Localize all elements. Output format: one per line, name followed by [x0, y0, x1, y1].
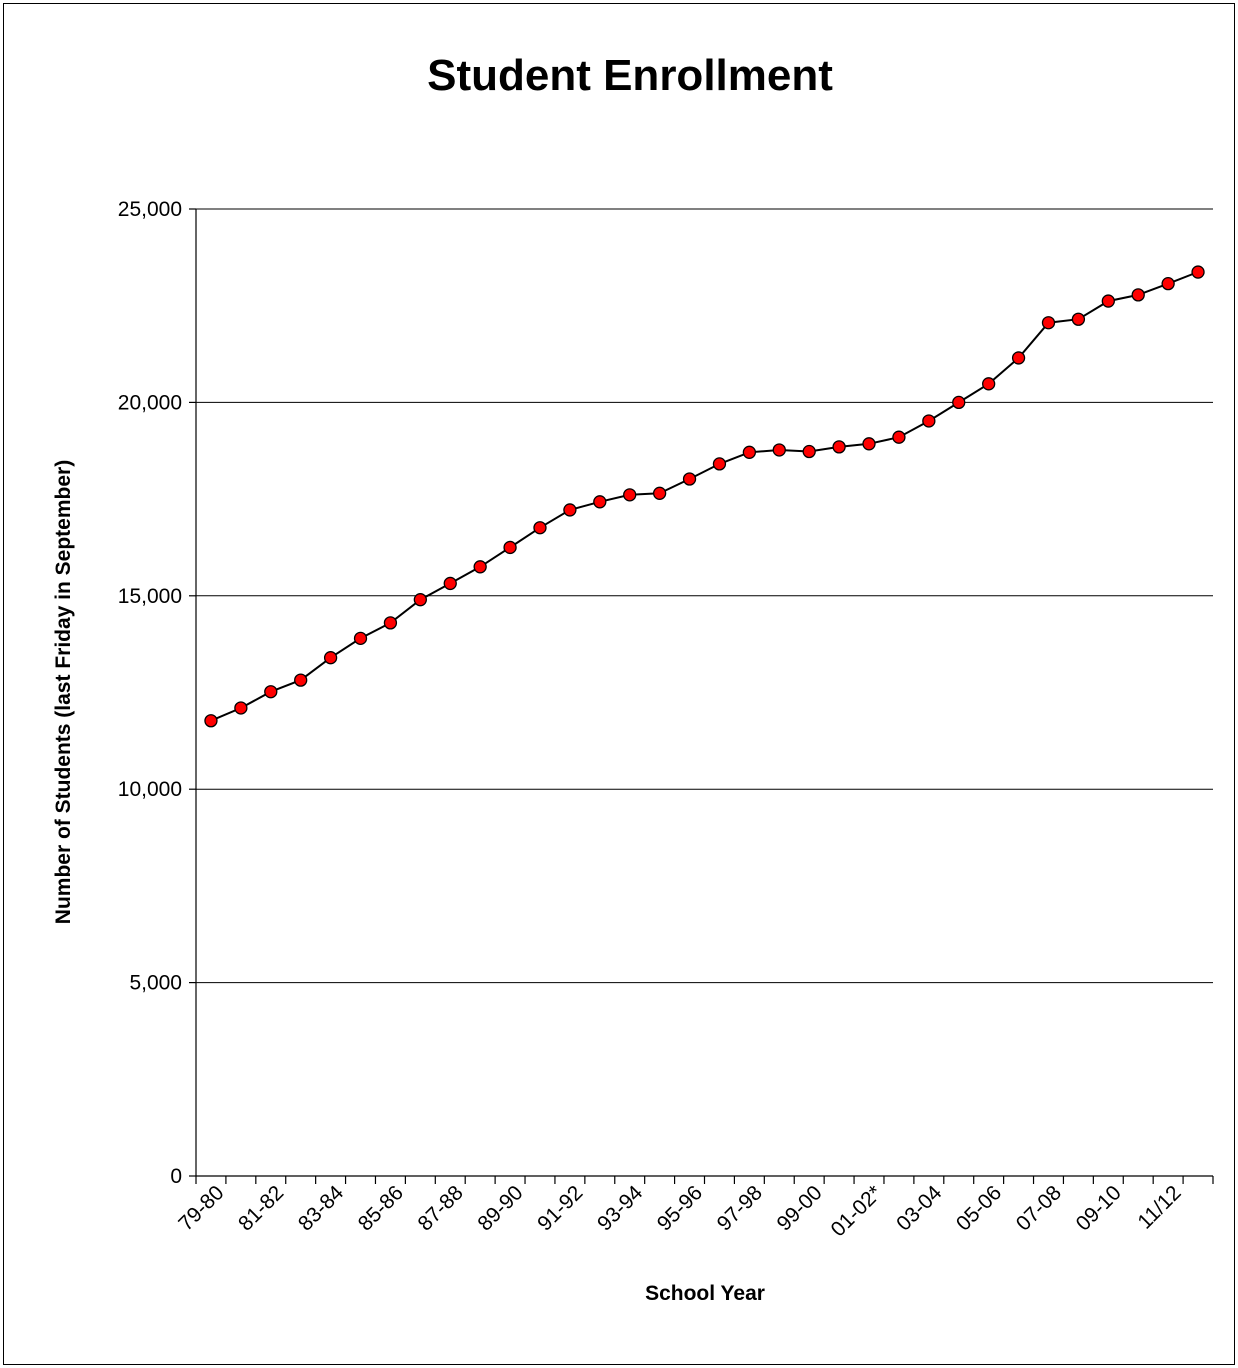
y-tick-label: 5,000 — [129, 972, 182, 995]
y-tick-label: 20,000 — [118, 391, 182, 414]
x-tick-label: 89-90 — [473, 1181, 527, 1235]
data-point — [234, 701, 248, 715]
x-tick-label: 01-02* — [827, 1181, 887, 1241]
data-point — [712, 457, 727, 471]
data-point — [503, 540, 517, 555]
data-point — [323, 651, 338, 665]
data-point — [802, 444, 816, 459]
y-tick-label: 0 — [170, 1165, 182, 1188]
data-point — [952, 395, 966, 410]
data-point — [204, 714, 218, 728]
x-tick-label: 97-98 — [713, 1181, 767, 1235]
data-point — [533, 521, 547, 535]
series-line — [210, 271, 1199, 722]
data-point — [772, 443, 786, 457]
data-point — [443, 576, 457, 591]
chart-frame — [3, 3, 1235, 1365]
data-point — [1071, 312, 1086, 326]
data-point — [593, 495, 607, 509]
y-tick-label: 15,000 — [118, 585, 182, 608]
y-tick-labels: 0 5,000 10,000 15,000 20,000 25,000 — [118, 198, 182, 1188]
x-tick-label: 07-08 — [1012, 1181, 1066, 1235]
x-axis-title: School Year — [645, 1282, 765, 1305]
data-point — [832, 440, 846, 454]
data-point — [742, 445, 757, 459]
x-tick-label: 81-82 — [234, 1181, 288, 1235]
x-tick-label: 93-94 — [593, 1181, 647, 1235]
data-point — [922, 414, 936, 428]
x-tick-label: 87-88 — [414, 1181, 468, 1235]
x-tick-label: 95-96 — [653, 1181, 707, 1235]
data-point — [1191, 265, 1205, 279]
gridlines — [196, 208, 1213, 984]
x-tick-label: 91-92 — [533, 1181, 587, 1235]
x-tick-label: 09-10 — [1072, 1181, 1126, 1235]
data-point — [473, 560, 487, 574]
data-point — [294, 673, 308, 687]
data-point — [682, 472, 697, 486]
x-tick-label: 05-06 — [952, 1181, 1006, 1235]
x-tick-label: 83-84 — [294, 1181, 348, 1235]
x-tick-label: 11/12 — [1133, 1181, 1185, 1233]
data-point — [563, 503, 577, 517]
chart-title: Student Enrollment — [427, 51, 833, 100]
x-tick-label: 85-86 — [354, 1181, 408, 1235]
x-tick-label: 79-80 — [174, 1181, 228, 1235]
x-tick-label: 99-00 — [772, 1181, 826, 1235]
y-axis-title: Number of Students (last Friday in Septe… — [52, 460, 75, 924]
data-point — [353, 631, 368, 645]
y-tick-label: 10,000 — [118, 778, 182, 801]
x-tick-labels: 79-80 81-82 83-84 85-86 87-88 89-90 91-92 93-94… — [174, 1181, 1185, 1241]
data-point — [652, 486, 667, 500]
data-point — [1161, 277, 1175, 291]
x-tick-label: 03-04 — [892, 1181, 946, 1235]
y-tick-label: 25,000 — [118, 198, 182, 221]
data-point — [623, 488, 637, 502]
data-point — [862, 437, 876, 451]
data-point — [1101, 294, 1115, 308]
data-point — [264, 685, 278, 699]
axes — [189, 208, 1214, 1184]
data-point — [892, 430, 906, 444]
data-point — [383, 616, 398, 630]
data-point — [1041, 316, 1056, 330]
data-point — [1131, 288, 1145, 302]
data-point — [413, 593, 427, 607]
data-point — [1011, 351, 1026, 365]
data-point — [982, 377, 996, 391]
series-enrollment — [204, 265, 1205, 728]
